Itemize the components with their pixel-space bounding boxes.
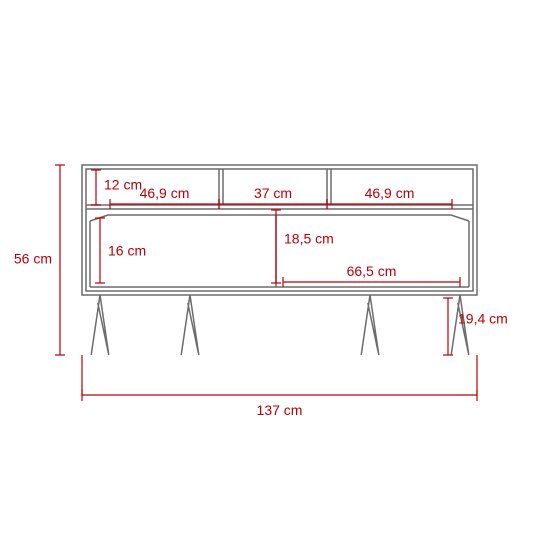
leg-2 — [361, 295, 379, 355]
mid_w-label: 66,5 cm — [347, 263, 397, 279]
door_h-label: 16 cm — [108, 243, 146, 259]
total-width-label: 137 cm — [257, 402, 303, 418]
door-top-edge — [90, 215, 469, 221]
total-height-label: 56 cm — [14, 251, 52, 267]
leg-1 — [181, 295, 199, 355]
leg-0 — [91, 295, 109, 355]
top_gap-label: 12 cm — [104, 177, 142, 193]
mid_h-label: 18,5 cm — [284, 231, 334, 247]
shelf2_w-label: 37 cm — [254, 185, 292, 201]
dimension-diagram: 56 cm137 cm12 cm46,9 cm37 cm46,9 cm16 cm… — [0, 0, 535, 535]
shelf1_w-label: 46,9 cm — [140, 185, 190, 201]
leg-h-label: 19,4 cm — [458, 311, 508, 327]
shelf3_w-label: 46,9 cm — [365, 185, 415, 201]
